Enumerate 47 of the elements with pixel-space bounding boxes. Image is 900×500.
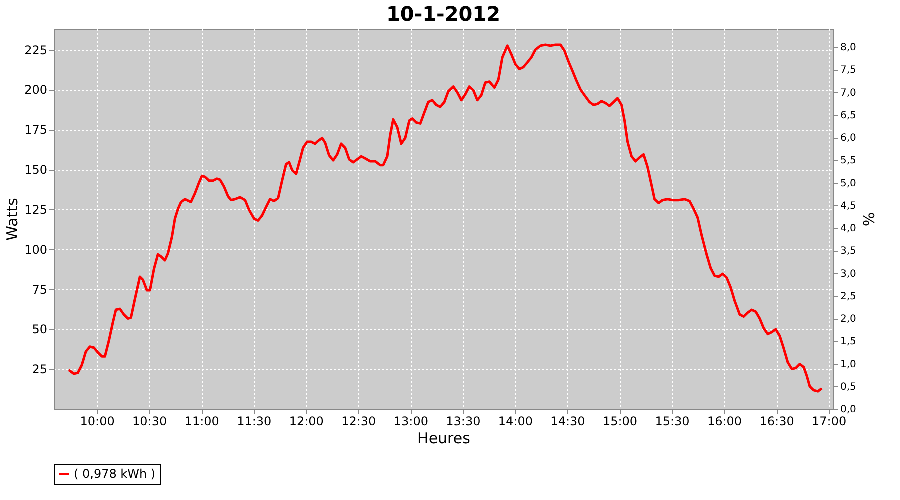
- y2-tick-label: 7,5: [840, 65, 856, 76]
- y2-tick-label: 6,0: [840, 133, 856, 144]
- x-tick-label: 12:00: [289, 414, 324, 428]
- line-series: [68, 44, 824, 393]
- x-tick-label: 17:00: [812, 414, 847, 428]
- chart-title: 10-1-2012: [386, 2, 501, 26]
- y2-tick-label: 5,5: [840, 156, 856, 167]
- y2-tick-label: 7,0: [840, 88, 856, 99]
- y-tick-label: 75: [32, 282, 48, 297]
- x-tick-label: 16:00: [707, 414, 742, 428]
- y2-tick-label: 3,5: [840, 246, 856, 258]
- y2-tick-label: 2,5: [840, 291, 856, 302]
- y-tick-label: 50: [32, 322, 48, 337]
- y-tick-label: 175: [24, 123, 48, 138]
- legend-label: ( 0,978 kWh ): [74, 467, 156, 481]
- y2-tick-label: 1,0: [840, 359, 856, 370]
- y-tick-label: 200: [24, 83, 48, 98]
- y-tick-label: 150: [24, 163, 48, 178]
- x-tick-label: 16:30: [760, 414, 794, 428]
- x-tick-label: 13:00: [394, 414, 428, 428]
- y2-tick-label: 4,5: [840, 200, 856, 212]
- y2-tick-label: 6,5: [840, 110, 856, 122]
- y2-tick-label: 4,0: [840, 224, 856, 235]
- x-tick-label: 11:30: [237, 414, 272, 428]
- y2-tick-label: 5,0: [840, 178, 856, 190]
- x-axis-title: Heures: [418, 430, 471, 448]
- y2-tick-label: 3,0: [840, 268, 856, 280]
- x-tick-label: 14:30: [550, 414, 586, 428]
- y-tick-label: 225: [24, 43, 48, 58]
- x-tick-label: 14:00: [498, 414, 534, 428]
- x-tick-label: 12:30: [342, 414, 376, 428]
- y-tick-label: 125: [24, 202, 48, 217]
- x-tick-label: 10:30: [132, 414, 168, 428]
- y2-tick-label: 8,0: [840, 42, 856, 54]
- x-tick-label: 10:00: [80, 414, 115, 428]
- y-tick-label: 100: [24, 242, 48, 257]
- y2-tick-label: 0,5: [840, 382, 856, 393]
- y2-tick-label: 1,5: [840, 336, 856, 348]
- x-tick-label: 13:30: [446, 414, 481, 428]
- y2-axis-title: %: [859, 212, 878, 227]
- y-tick-label: 25: [32, 362, 48, 377]
- y2-tick-label: 0,0: [840, 404, 856, 416]
- y-axis-title: Watts: [4, 198, 22, 241]
- x-tick-label: 11:00: [184, 414, 220, 428]
- x-tick-label: 15:30: [655, 414, 690, 428]
- x-tick-label: 15:00: [602, 414, 638, 428]
- y2-tick-label: 2,0: [840, 314, 856, 326]
